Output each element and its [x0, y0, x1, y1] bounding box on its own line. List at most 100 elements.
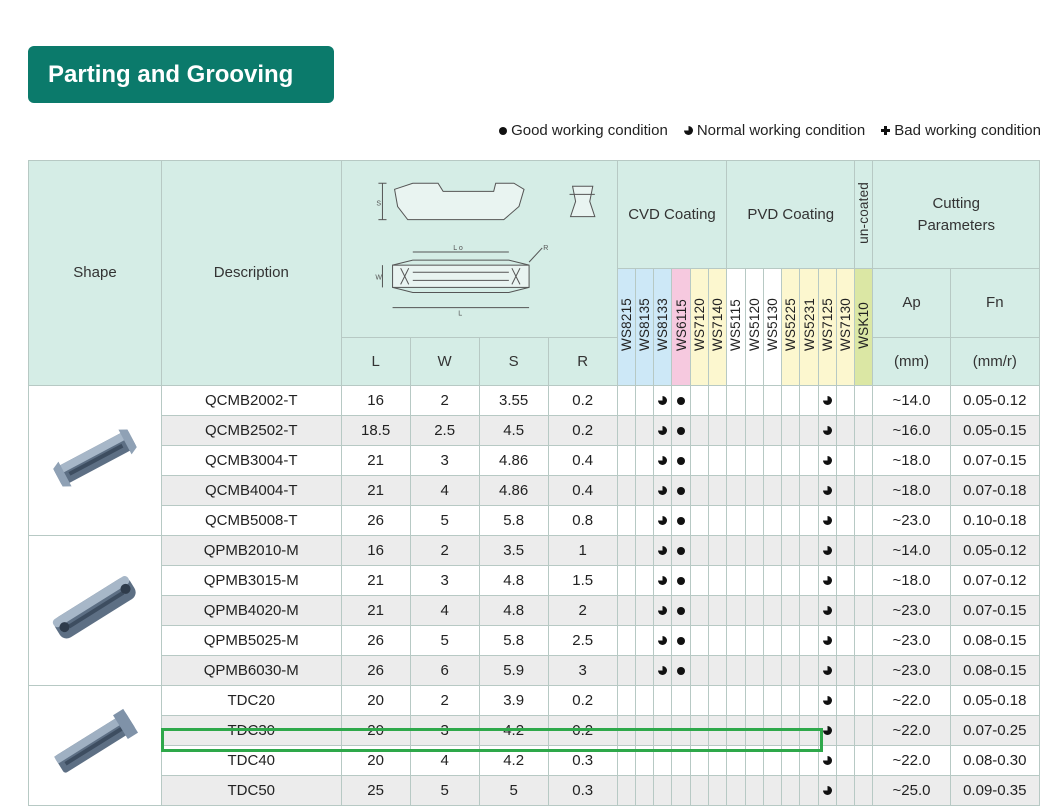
cell-description: QCMB2002-T	[160, 384, 342, 416]
cell-W: 2	[409, 534, 480, 566]
cell-grade-wsk10	[854, 384, 874, 416]
cell-grade-ws8135	[634, 624, 655, 656]
cell-description: TDC40	[160, 744, 342, 776]
cell-grade-ws7125	[817, 474, 837, 506]
cell-grade-ws5130	[762, 594, 783, 626]
grade-header-ws7125: WS7125	[817, 268, 837, 386]
cell-grade-wsk10	[854, 624, 874, 656]
cell-L: 16	[340, 534, 411, 566]
cell-description: QPMB5025-M	[160, 624, 342, 656]
cell-grade-ws7140	[707, 504, 728, 536]
cell-grade-ws8215	[616, 474, 636, 506]
cell-grade-ws5120	[744, 414, 764, 446]
cell-grade-ws5225	[781, 714, 801, 746]
cell-grade-ws5225	[781, 384, 801, 416]
cell-grade-ws7120	[689, 654, 710, 686]
cell-grade-ws5130	[762, 564, 783, 596]
table-row: QPMB2010-M 16 2 3.5 1 ~14.0 0.05-0.12	[28, 534, 1041, 686]
cell-grade-ws8133	[653, 474, 673, 506]
cell-grade-ws5225	[781, 534, 801, 566]
cell-grade-ws5115	[726, 384, 746, 416]
cell-grade-ws5115	[726, 744, 746, 776]
cell-grade-ws6115	[671, 474, 691, 506]
cell-grade-ws6115	[671, 414, 691, 446]
cell-fn: 0.08-0.15	[949, 624, 1041, 656]
cell-grade-ws5115	[726, 504, 746, 536]
cell-ap: ~14.0	[872, 384, 951, 416]
cell-grade-ws8215	[616, 684, 636, 716]
cell-grade-ws8133	[653, 624, 673, 656]
cell-grade-ws7130	[835, 414, 856, 446]
cell-grade-ws8215	[616, 534, 636, 566]
cell-grade-ws5225	[781, 624, 801, 656]
cell-L: 18.5	[340, 414, 411, 446]
cell-grade-wsk10	[854, 654, 874, 686]
normal-quarter-icon	[822, 455, 832, 465]
cell-grade-ws5130	[762, 654, 783, 686]
cell-W: 4	[409, 744, 480, 776]
cell-grade-wsk10	[854, 684, 874, 716]
cell-grade-ws8215	[616, 504, 636, 536]
normal-quarter-icon	[683, 126, 693, 135]
cell-grade-ws5231	[799, 684, 819, 716]
cell-ap: ~18.0	[872, 474, 951, 506]
cell-grade-ws5115	[726, 714, 746, 746]
cell-grade-ws5120	[744, 684, 764, 716]
cell-S: 4.2	[478, 714, 549, 746]
normal-quarter-icon	[822, 725, 832, 735]
header-fn-unit: (mm/r)	[949, 336, 1041, 386]
cell-grade-ws7125	[817, 684, 837, 716]
cell-grade-ws7140	[707, 474, 728, 506]
normal-quarter-icon	[822, 755, 832, 765]
cell-ap: ~23.0	[872, 594, 951, 626]
cell-W: 2.5	[409, 414, 480, 446]
normal-quarter-icon	[658, 665, 668, 675]
cell-ap: ~22.0	[872, 744, 951, 776]
normal-quarter-icon	[658, 635, 668, 645]
grade-header-ws5225: WS5225	[781, 268, 801, 386]
cell-grade-ws7130	[835, 744, 856, 776]
cell-L: 20	[340, 744, 411, 776]
cell-grade-ws7130	[835, 654, 856, 686]
cell-grade-ws5231	[799, 414, 819, 446]
grade-header-ws8135: WS8135	[634, 268, 655, 386]
header-R: R	[547, 336, 618, 386]
cell-W: 3	[409, 714, 480, 746]
cell-grade-ws7125	[817, 744, 837, 776]
cell-grade-ws5115	[726, 534, 746, 566]
cell-grade-ws7130	[835, 474, 856, 506]
cell-W: 5	[409, 624, 480, 656]
cell-W: 2	[409, 384, 480, 416]
cell-grade-ws7140	[707, 744, 728, 776]
cell-R: 1	[547, 534, 618, 566]
cell-grade-ws8215	[616, 414, 636, 446]
cell-grade-ws5120	[744, 534, 764, 566]
cell-grade-ws8215	[616, 774, 636, 806]
cell-R: 2.5	[547, 624, 618, 656]
cell-grade-ws8135	[634, 534, 655, 566]
cell-S: 4.5	[478, 414, 549, 446]
cell-grade-ws5120	[744, 744, 764, 776]
cell-grade-ws5120	[744, 774, 764, 806]
shape-cell	[28, 684, 162, 806]
cell-grade-ws5130	[762, 534, 783, 566]
page-title: Parting and Grooving	[28, 46, 334, 103]
cell-grade-ws6115	[671, 624, 691, 656]
cell-grade-ws7125	[817, 534, 837, 566]
cell-grade-ws5115	[726, 564, 746, 596]
cell-grade-ws8135	[634, 474, 655, 506]
cell-grade-ws7130	[835, 714, 856, 746]
cell-fn: 0.05-0.18	[949, 684, 1041, 716]
cell-grade-ws7140	[707, 564, 728, 596]
grade-header-ws5231: WS5231	[799, 268, 819, 386]
cell-grade-ws6115	[671, 684, 691, 716]
cell-grade-ws8133	[653, 564, 673, 596]
cell-description: QCMB4004-T	[160, 474, 342, 506]
cell-grade-ws5231	[799, 774, 819, 806]
cell-grade-ws7140	[707, 774, 728, 806]
cell-grade-ws7125	[817, 504, 837, 536]
cell-grade-ws5225	[781, 444, 801, 476]
cell-grade-ws8135	[634, 504, 655, 536]
cell-grade-ws6115	[671, 564, 691, 596]
cell-grade-wsk10	[854, 474, 874, 506]
